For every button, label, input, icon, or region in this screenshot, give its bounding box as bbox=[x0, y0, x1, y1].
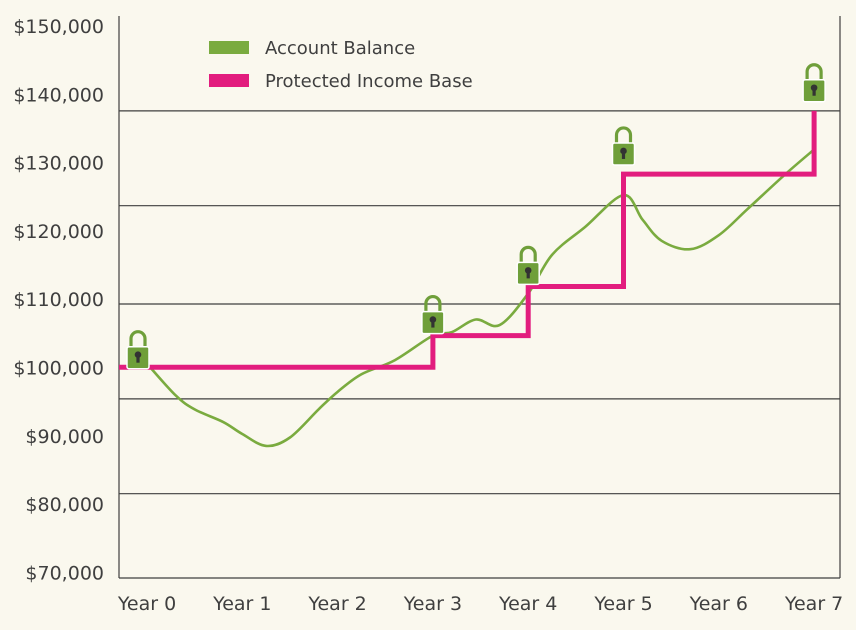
y-tick-label: $90,000 bbox=[25, 426, 104, 448]
x-tick-label: Year 6 bbox=[689, 593, 748, 615]
padlock-keyhole-slot bbox=[431, 319, 435, 328]
padlock-shackle bbox=[614, 126, 633, 144]
protected-income-base-line bbox=[119, 110, 817, 370]
y-axis-ticks: $150,000 $140,000 $130,000 $120,000 $110,000… bbox=[13, 16, 104, 584]
y-tick-label: $80,000 bbox=[25, 494, 104, 516]
y-tick-label: $100,000 bbox=[13, 358, 104, 380]
padlock-icon bbox=[421, 294, 445, 335]
padlock-shackle bbox=[805, 63, 823, 81]
x-tick-label: Year 7 bbox=[784, 593, 843, 615]
padlock-icon bbox=[126, 330, 150, 370]
legend-swatch-protected-income-base bbox=[209, 74, 249, 87]
padlock-keyhole-slot bbox=[812, 87, 816, 96]
series bbox=[119, 110, 817, 448]
legend-swatch-account-balance bbox=[209, 41, 249, 54]
axes bbox=[118, 16, 841, 579]
padlock-icon bbox=[611, 126, 636, 166]
lock-markers bbox=[126, 63, 826, 370]
x-tick-label: Year 1 bbox=[212, 593, 271, 615]
x-tick-label: Year 5 bbox=[593, 593, 652, 615]
padlock-icon bbox=[516, 245, 540, 286]
padlock-icon bbox=[802, 63, 826, 103]
y-tick-label: $120,000 bbox=[13, 221, 104, 243]
x-tick-label: Year 2 bbox=[307, 593, 366, 615]
legend: Account Balance Protected Income Base bbox=[209, 38, 473, 92]
y-tick-label: $70,000 bbox=[25, 562, 104, 584]
legend-label-protected-income-base: Protected Income Base bbox=[265, 71, 473, 92]
padlock-keyhole-slot bbox=[621, 150, 626, 159]
padlock-shackle bbox=[519, 245, 537, 264]
legend-label-account-balance: Account Balance bbox=[265, 38, 415, 59]
x-tick-label: Year 3 bbox=[403, 593, 462, 615]
y-tick-label: $150,000 bbox=[13, 16, 104, 38]
x-tick-label: Year 4 bbox=[498, 593, 557, 615]
padlock-keyhole-slot bbox=[526, 270, 530, 279]
y-tick-label: $110,000 bbox=[13, 289, 104, 311]
gridlines bbox=[119, 110, 840, 495]
y-tick-label: $140,000 bbox=[13, 84, 104, 106]
x-axis-ticks: Year 0 Year 1 Year 2 Year 3 Year 4 Year 5 Year… bbox=[117, 593, 843, 615]
padlock-shackle bbox=[424, 294, 442, 313]
x-tick-label: Year 0 bbox=[117, 593, 176, 615]
padlock-shackle bbox=[129, 330, 147, 348]
account-balance-line bbox=[146, 148, 815, 448]
y-tick-label: $130,000 bbox=[13, 153, 104, 175]
padlock-keyhole-slot bbox=[136, 354, 140, 363]
